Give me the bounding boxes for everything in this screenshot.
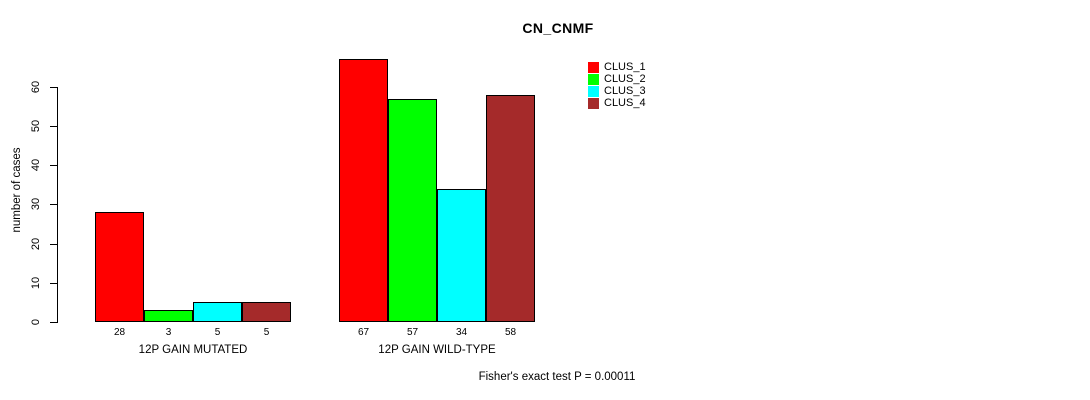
- y-axis-tick-label: 10: [30, 276, 42, 290]
- legend-item: CLUS_3: [588, 86, 646, 97]
- y-axis-tick-label: 0: [30, 318, 42, 326]
- bar-CLUS_1: [339, 59, 388, 322]
- legend-item: CLUS_1: [588, 62, 646, 73]
- legend-label: CLUS_3: [604, 85, 646, 97]
- bar-value-label: 57: [406, 327, 419, 338]
- legend-label: CLUS_1: [604, 61, 646, 73]
- y-axis-tick-label: 40: [30, 158, 42, 172]
- y-axis-tick: [50, 322, 57, 323]
- y-axis-label: number of cases: [11, 147, 23, 233]
- bar-CLUS_1: [95, 212, 144, 322]
- y-axis-tick-label: 60: [30, 80, 42, 94]
- bar-value-label: 67: [357, 327, 370, 338]
- bar-CLUS_3: [193, 302, 242, 322]
- bar-CLUS_4: [486, 95, 535, 322]
- legend-item: CLUS_4: [588, 98, 646, 109]
- bar-value-label: 5: [263, 327, 270, 338]
- legend-swatch-icon: [588, 62, 599, 73]
- y-axis-tick-label: 50: [30, 119, 42, 133]
- legend-item: CLUS_2: [588, 74, 646, 85]
- legend-label: CLUS_2: [604, 73, 646, 85]
- bar-value-label: 5: [214, 327, 221, 338]
- bar-value-label: 58: [504, 327, 517, 338]
- y-axis-tick-label: 30: [30, 197, 42, 211]
- y-axis-tick-label: 20: [30, 237, 42, 251]
- legend-label: CLUS_4: [604, 97, 646, 109]
- stats-annotation: Fisher's exact test P = 0.00011: [478, 371, 636, 383]
- y-axis-tick: [50, 204, 57, 205]
- chart-title: CN_CNMF: [522, 20, 594, 36]
- y-axis-line: [57, 87, 58, 323]
- x-category-label: 12P GAIN WILD-TYPE: [378, 344, 496, 356]
- bar-value-label: 34: [455, 327, 468, 338]
- legend-swatch-icon: [588, 98, 599, 109]
- x-category-label: 12P GAIN MUTATED: [138, 344, 248, 356]
- y-axis-tick: [50, 87, 57, 88]
- bar-CLUS_2: [388, 99, 437, 322]
- y-axis-tick: [50, 244, 57, 245]
- bar-value-label: 3: [165, 327, 172, 338]
- legend-swatch-icon: [588, 86, 599, 97]
- bar-value-label: 28: [113, 327, 126, 338]
- bar-CLUS_2: [144, 310, 193, 322]
- legend-swatch-icon: [588, 74, 599, 85]
- bar-CLUS_4: [242, 302, 291, 322]
- y-axis-tick: [50, 283, 57, 284]
- y-axis-tick: [50, 126, 57, 127]
- bar-CLUS_3: [437, 189, 486, 322]
- legend: CLUS_1 CLUS_2 CLUS_3 CLUS_4: [588, 62, 646, 109]
- y-axis-tick: [50, 165, 57, 166]
